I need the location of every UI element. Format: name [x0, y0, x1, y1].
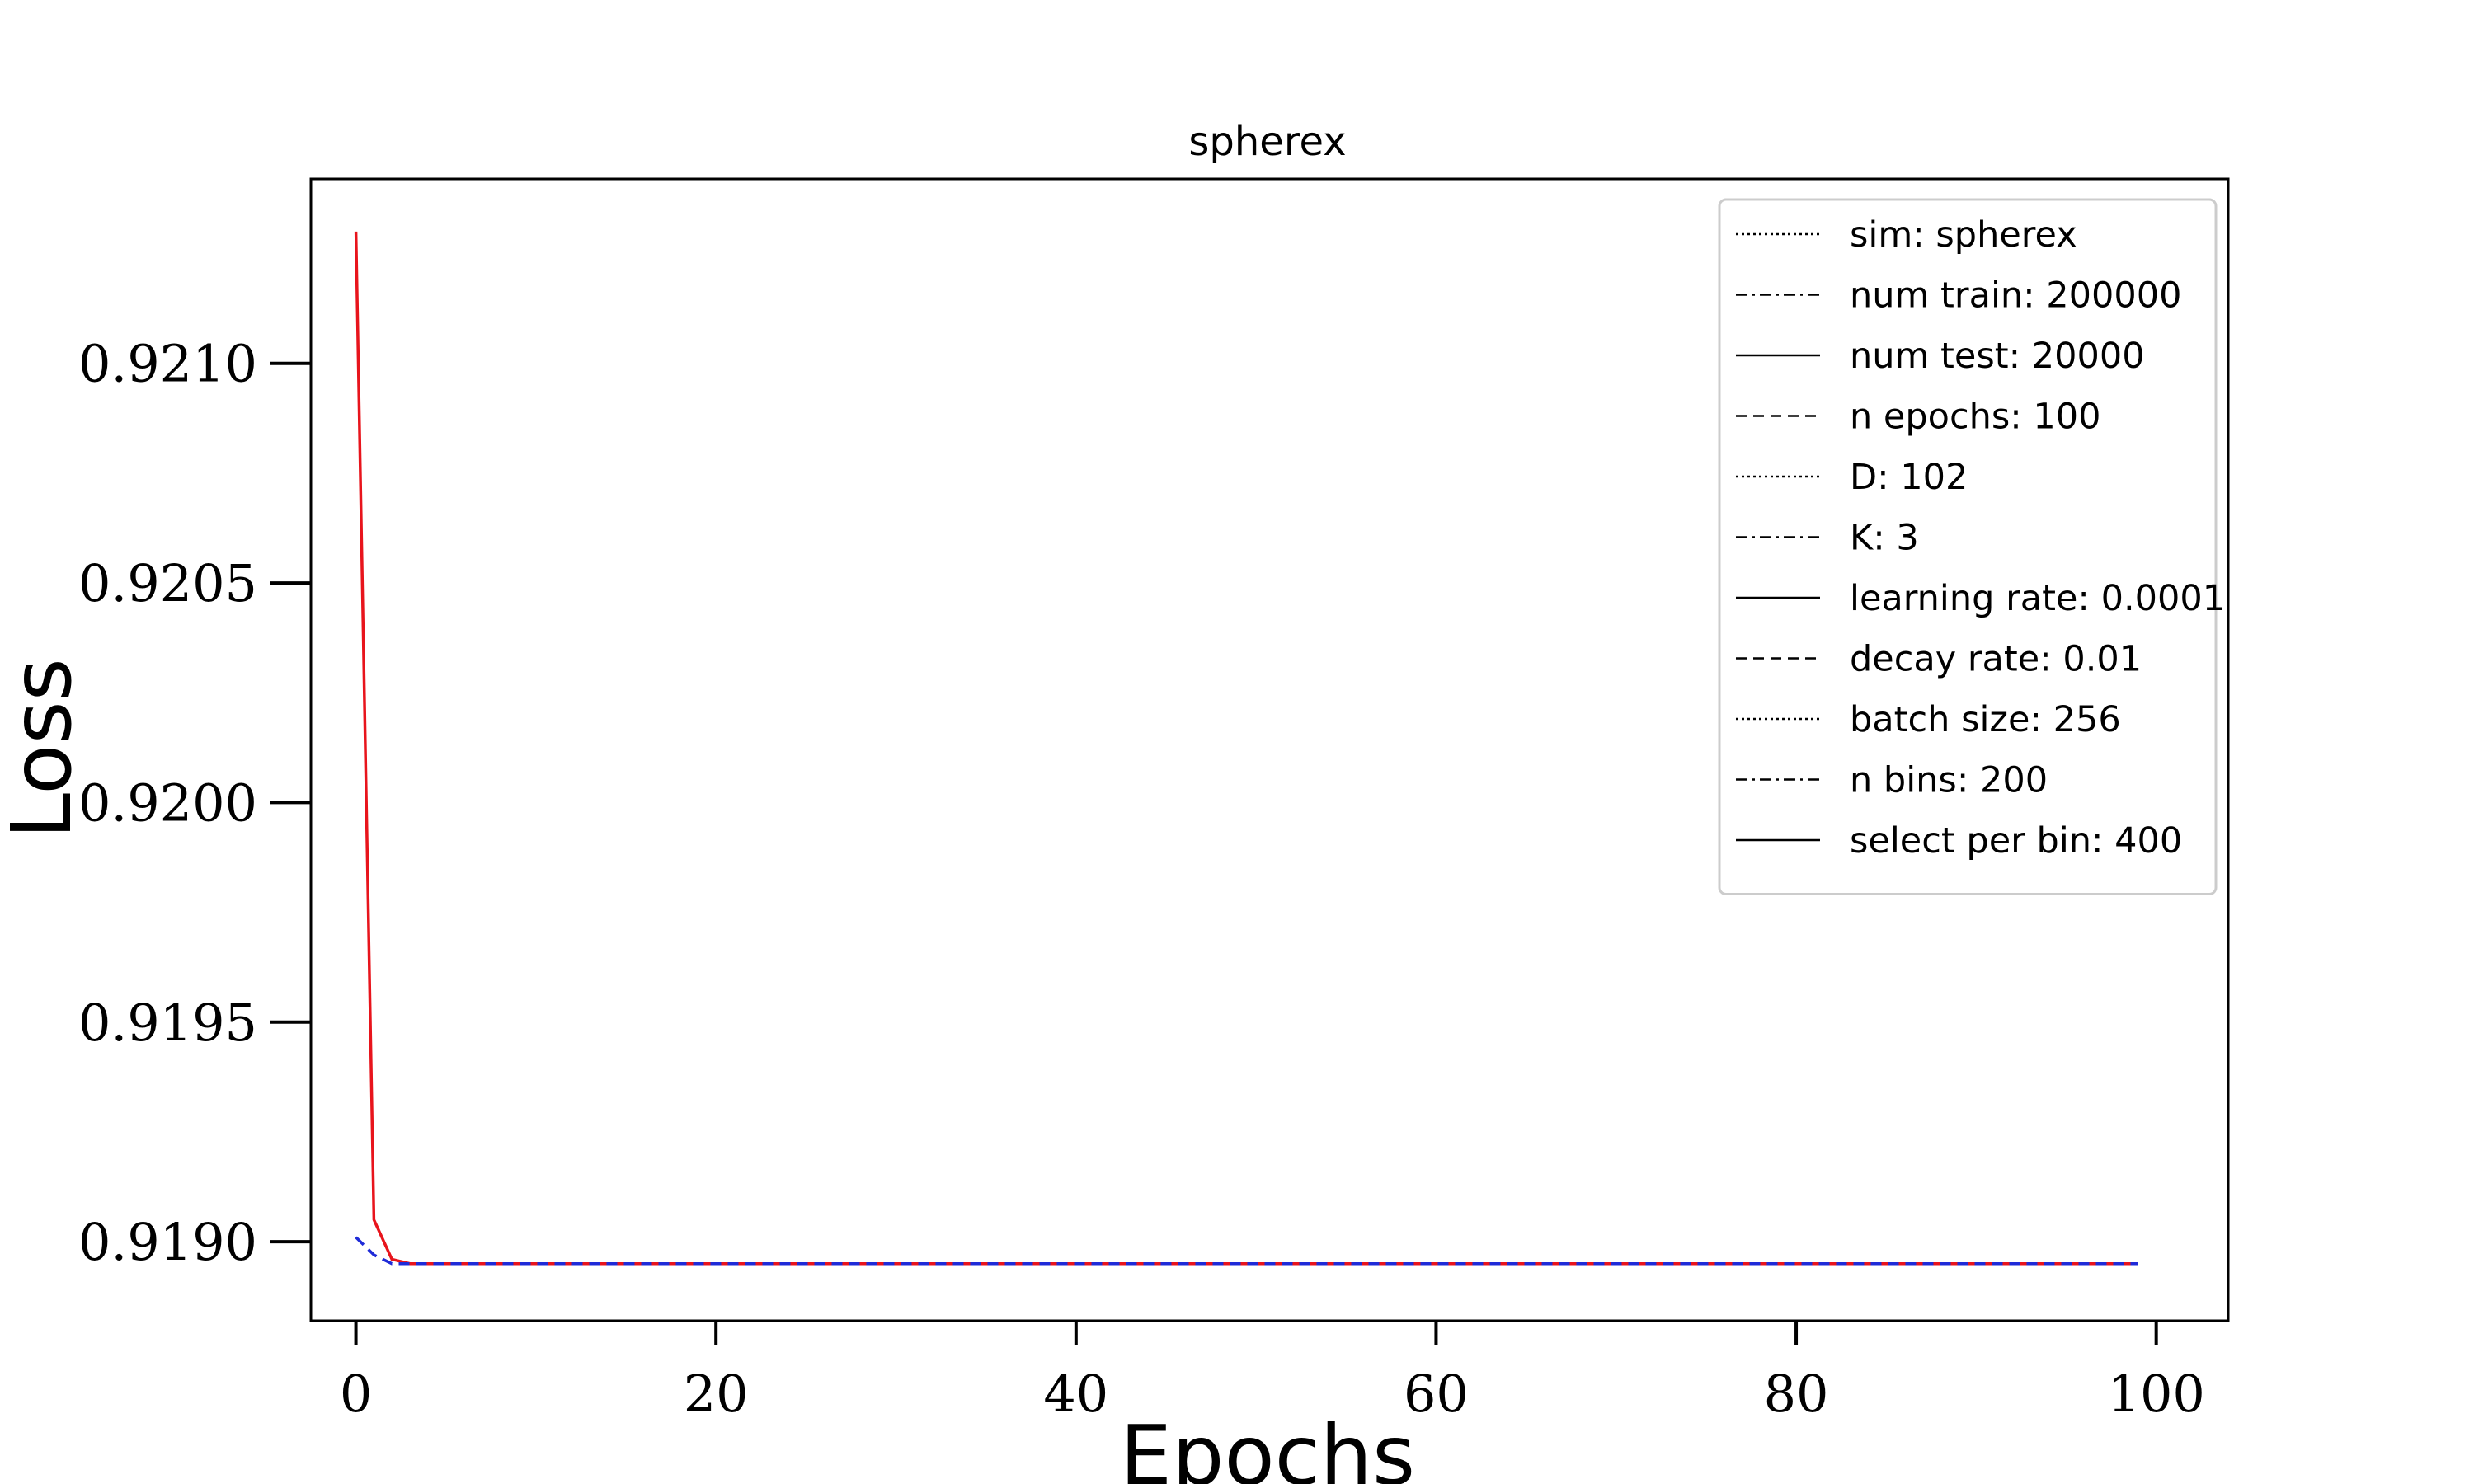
- legend-entry: sim: spherex: [1850, 214, 2077, 256]
- y-tick-label: 0.9205: [78, 553, 257, 613]
- y-tick-label: 0.9190: [78, 1212, 257, 1272]
- x-tick-label: 0: [340, 1364, 372, 1424]
- y-axis-ticks: 0.9190 0.9195 0.9200 0.9205 0.9210: [78, 334, 311, 1272]
- y-axis-label: Loss: [0, 658, 90, 838]
- x-tick-label: 80: [1764, 1364, 1829, 1424]
- x-tick-label: 100: [2108, 1364, 2205, 1424]
- series-line-1: [354, 231, 2138, 1266]
- series-line-2: [355, 1236, 2138, 1266]
- legend-entry: n bins: 200: [1850, 760, 2048, 801]
- plot-content: [354, 231, 2138, 1266]
- x-tick-label: 20: [684, 1364, 749, 1424]
- chart-title: spherex: [1188, 119, 1346, 165]
- legend-entry: batch size: 256: [1850, 699, 2121, 740]
- y-tick-label: 0.9195: [78, 993, 257, 1053]
- legend-entry: num train: 200000: [1850, 275, 2181, 317]
- x-axis-label: Epochs: [1120, 1407, 1415, 1484]
- legend-entry: n epochs: 100: [1850, 397, 2101, 438]
- x-axis-ticks: 0 20 40 60 80 100: [340, 1321, 2205, 1424]
- legend: sim: spherex num train: 200000 num test: 2…: [1718, 198, 2225, 895]
- legend-entry: select per bin: 400: [1850, 820, 2182, 862]
- plot-frame: [309, 177, 2230, 1322]
- legend-entry: decay rate: 0.01: [1850, 639, 2142, 680]
- y-tick-label: 0.9210: [78, 334, 257, 394]
- legend-entry: K: 3: [1850, 518, 1919, 559]
- x-tick-label: 40: [1043, 1364, 1108, 1424]
- legend-entry: num test: 20000: [1850, 336, 2145, 377]
- y-tick-label: 0.9200: [78, 773, 257, 833]
- legend-entry: D: 102: [1850, 457, 1968, 498]
- legend-entry: learning rate: 0.0001: [1850, 578, 2225, 619]
- x-tick-label: 60: [1404, 1364, 1469, 1424]
- legend-box: [1718, 198, 2218, 895]
